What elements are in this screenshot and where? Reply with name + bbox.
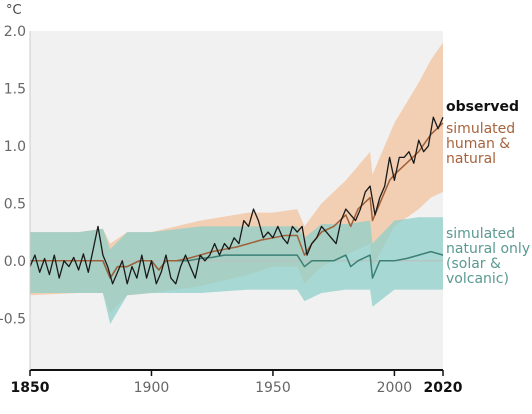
series-lines — [29, 116, 444, 285]
y-tick-label: -0.5 — [0, 311, 26, 327]
legend-human-natural: simulated — [446, 121, 515, 137]
y-tick-label: 1.5 — [4, 81, 26, 97]
axes: 2.0 1.5 1.0 0.5 0.0 -0.5 1850 1900 1950 2000 2020 — [0, 24, 463, 396]
legend-natural-only: volcanic) — [446, 271, 509, 287]
natural-only-range-band — [30, 217, 443, 324]
y-tick-label: 1.0 — [4, 139, 26, 155]
legend-natural-only: simulated — [446, 226, 515, 242]
legend-human-natural: human & — [446, 136, 510, 152]
x-tick-label: 1900 — [134, 380, 170, 396]
x-tick-label: 1950 — [255, 380, 291, 396]
legend-natural-only: (solar & — [446, 256, 501, 272]
x-tick-label: 2020 — [424, 380, 463, 396]
legend-observed: observed — [446, 99, 519, 115]
y-tick-label: 0.5 — [4, 196, 26, 212]
y-unit-label: °C — [6, 3, 22, 18]
y-tick-label: 0.0 — [4, 254, 26, 270]
x-tick-label: 1850 — [11, 380, 50, 396]
range-bands — [30, 42, 443, 324]
y-tick-label: 2.0 — [4, 24, 26, 40]
observed-line — [29, 116, 444, 285]
legend-natural-only: natural only — [446, 241, 530, 257]
legend-human-natural: natural — [446, 151, 496, 167]
x-tick-label: 2000 — [377, 380, 413, 396]
